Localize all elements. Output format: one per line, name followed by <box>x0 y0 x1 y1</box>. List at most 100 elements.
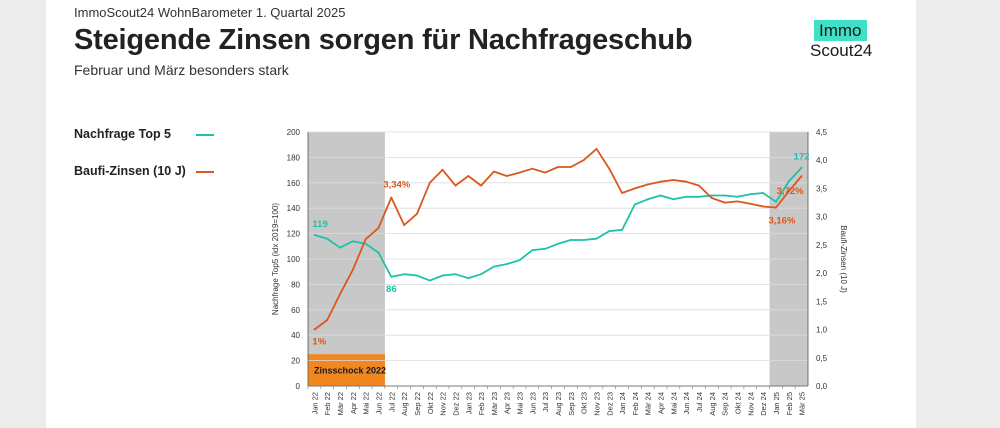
x-tick-label: Mai 24 <box>669 392 678 415</box>
x-tick-label: Jun 23 <box>528 392 537 415</box>
y-right-tick-label: 3,5 <box>816 184 828 193</box>
chart-card: ImmoScout24 WohnBarometer 1. Quartal 202… <box>46 0 916 428</box>
series-1-point <box>480 184 482 187</box>
y-left-tick-label: 180 <box>287 153 301 162</box>
y-right-tick-label: 2,5 <box>816 241 828 250</box>
series-0-point <box>416 274 418 277</box>
series-0-point <box>441 274 444 277</box>
series-1-point <box>672 179 675 181</box>
data-label-4: 3,34% <box>383 179 410 190</box>
logo-bottom: Scout24 <box>810 41 873 60</box>
series-1-point <box>364 238 367 241</box>
series-1-point <box>595 148 598 150</box>
x-tick-label: Jan 23 <box>464 392 473 415</box>
line-chart: Zinsschock 2022 0 20 40 60 80 100 120 140 160 180 2… <box>271 128 848 416</box>
series-1-point <box>723 201 726 204</box>
x-tick-label: Mai 23 <box>516 392 525 415</box>
series-1-point <box>351 268 354 271</box>
x-tick-label: Dez 24 <box>759 392 768 416</box>
x-tick-label: Jan 25 <box>772 392 781 415</box>
series-1-point <box>582 159 585 162</box>
series-0-point <box>326 237 329 240</box>
kicker: ImmoScout24 WohnBarometer 1. Quartal 202… <box>74 5 346 20</box>
series-1-point <box>762 205 765 208</box>
series-1-point <box>390 196 393 199</box>
series-1-point <box>710 197 713 199</box>
y-right-axis-label: Baufi-Zinsen (10 J) <box>839 225 848 293</box>
x-tick-label: Sep 24 <box>721 392 730 416</box>
legend-zinsen-line <box>196 171 214 173</box>
data-label-1: 86 <box>386 284 397 295</box>
series-0-point <box>531 249 534 252</box>
series-0-point <box>800 166 803 169</box>
x-tick-label: Dez 23 <box>605 392 614 416</box>
series-1-point <box>313 328 316 331</box>
x-tick-label: Apr 24 <box>657 392 666 414</box>
series-1-point <box>608 167 611 170</box>
subtitle: Februar und März besonders stark <box>74 62 289 78</box>
series-1-point <box>621 192 624 194</box>
series-0-point <box>313 233 316 236</box>
x-tick-label: Sep 22 <box>413 392 422 416</box>
series-0-point <box>492 265 495 268</box>
x-tick-label: Mai 22 <box>362 392 371 415</box>
y-right-tick-label: 2,0 <box>816 269 828 278</box>
immoscout24-logo: Immo Scout24 <box>810 20 880 62</box>
y-right-tick-label: 0,5 <box>816 354 828 363</box>
x-tick-label: Dez 22 <box>451 392 460 416</box>
legend-nachfrage-line <box>196 134 214 136</box>
x-tick-label: Mär 25 <box>798 392 807 415</box>
series-1-point <box>531 167 534 170</box>
page-title: Steigende Zinsen sorgen für Nachfragesch… <box>74 24 693 56</box>
series-0-point <box>749 193 752 196</box>
series-1-point <box>698 184 700 187</box>
series-1-point <box>557 166 559 168</box>
series-1-point <box>441 168 444 171</box>
y-right-tick-label: 4,0 <box>816 156 828 165</box>
legend-nachfrage: Nachfrage Top 5 <box>74 127 172 141</box>
y-right-tick-label: 4,5 <box>816 128 828 137</box>
data-label-3: 1% <box>312 337 326 348</box>
series-0-point <box>608 230 611 232</box>
y-left-tick-label: 100 <box>287 255 301 264</box>
x-tick-label: Jul 23 <box>541 392 550 412</box>
x-tick-label: Aug 23 <box>554 392 563 416</box>
series-1-point <box>787 190 790 193</box>
series-0-point <box>557 242 559 245</box>
data-label-0: 119 <box>312 219 327 230</box>
series-0-point <box>672 198 675 201</box>
x-tick-label: Aug 22 <box>400 392 409 416</box>
series-1-point <box>659 180 662 183</box>
y-left-axis-label: Nachfrage Top5 (idx 2019=100) <box>271 203 280 315</box>
x-tick-label: Okt 23 <box>580 392 589 414</box>
y-left-tick-label: 200 <box>287 128 301 137</box>
series-1-point <box>685 180 688 183</box>
x-tick-label: Aug 24 <box>708 392 717 416</box>
series-0-point <box>659 194 662 197</box>
series-0-point <box>685 195 688 198</box>
y-left-tick-label: 40 <box>291 331 300 340</box>
series-1-point <box>505 175 508 177</box>
series-0-point <box>634 203 636 206</box>
series-0-point <box>736 195 739 198</box>
data-label-5: 3,16% <box>768 216 795 227</box>
x-tick-label: Jan 24 <box>618 392 627 415</box>
series-1-point <box>467 175 470 177</box>
x-tick-label: Mär 24 <box>644 392 653 415</box>
series-0-point <box>762 192 765 194</box>
x-tick-label: Sep 23 <box>567 392 576 416</box>
y-left-tick-label: 0 <box>296 382 301 391</box>
series-0-point <box>787 180 790 183</box>
series-0-point <box>480 273 482 276</box>
x-tick-label: Nov 22 <box>439 392 448 416</box>
series-1-point <box>339 293 341 295</box>
x-tick-label: Mär 23 <box>490 392 499 415</box>
x-tick-label: Okt 24 <box>733 392 742 414</box>
x-tick-label: Nov 24 <box>746 392 755 416</box>
series-0-point <box>518 259 521 262</box>
series-1-point <box>736 200 739 203</box>
series-1-point <box>492 170 495 173</box>
y-left-tick-label: 140 <box>287 204 301 213</box>
x-tick-label: Apr 22 <box>349 392 358 414</box>
series-0-point <box>364 242 367 245</box>
